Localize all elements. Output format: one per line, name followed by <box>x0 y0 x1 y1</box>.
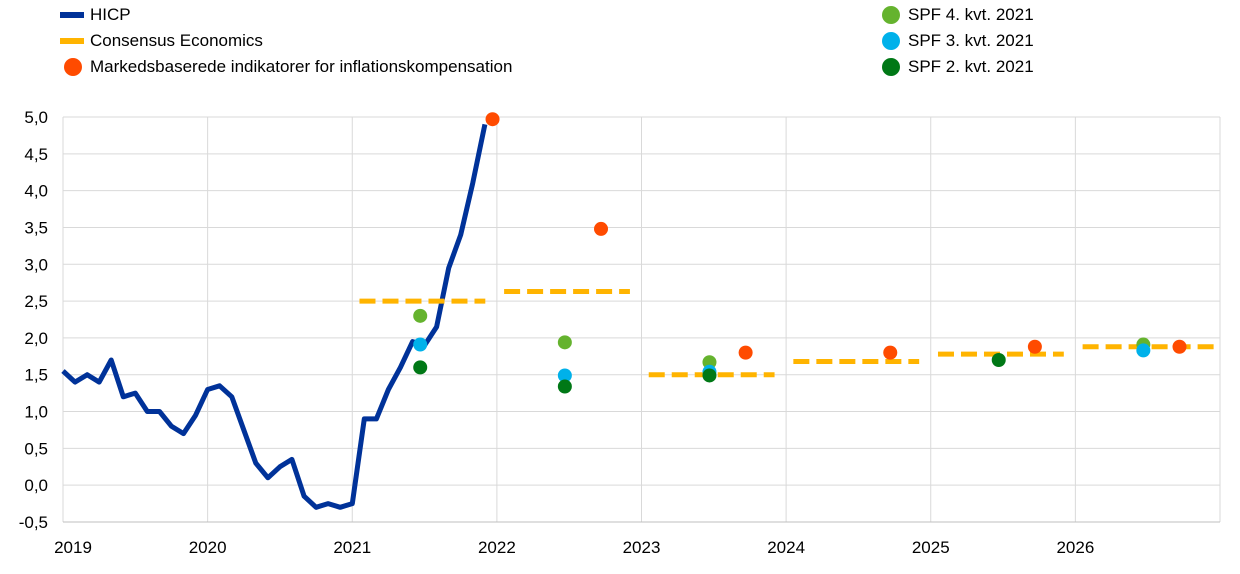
legend-right-item-2: SPF 2. kvt. 2021 <box>874 54 1034 80</box>
y-tick-label: 5,0 <box>24 108 48 127</box>
x-tick-label: 2024 <box>767 538 805 557</box>
y-tick-label: 1,5 <box>24 366 48 385</box>
legend-right-item-1: SPF 3. kvt. 2021 <box>874 28 1034 54</box>
legend-label: SPF 3. kvt. 2021 <box>908 31 1034 50</box>
line-swatch-icon <box>56 2 90 28</box>
legend-label: SPF 2. kvt. 2021 <box>908 57 1034 76</box>
x-tick-label: 2020 <box>189 538 227 557</box>
data-point <box>702 355 717 370</box>
legend-label: HICP <box>90 5 131 24</box>
y-tick-label: 3,0 <box>24 255 48 274</box>
y-tick-label: 3,5 <box>24 218 48 237</box>
legend-right: SPF 4. kvt. 2021 SPF 3. kvt. 2021 SPF 2. k… <box>874 2 1034 80</box>
data-point <box>413 337 428 352</box>
y-tick-label: 4,5 <box>24 145 48 164</box>
y-tick-label: 4,0 <box>24 182 48 201</box>
line-swatch-icon <box>56 28 90 54</box>
data-point <box>413 360 428 375</box>
data-point <box>883 345 898 360</box>
data-point <box>738 345 753 360</box>
legend-left-item-1: Consensus Economics <box>56 28 512 54</box>
x-tick-label: 2019 <box>54 538 92 557</box>
data-point <box>557 368 572 383</box>
marker-dot-icon <box>874 2 908 28</box>
y-tick-label: 1,0 <box>24 403 48 422</box>
y-tick-label: 2,0 <box>24 329 48 348</box>
y-tick-label: 0,5 <box>24 439 48 458</box>
legend-label: Markedsbaserede indikatorer for inflatio… <box>90 57 513 76</box>
marker-dot-icon <box>56 54 90 80</box>
x-tick-label: 2026 <box>1056 538 1094 557</box>
data-point <box>557 379 572 394</box>
data-point <box>991 353 1006 367</box>
legend-left-item-2: Markedsbaserede indikatorer for inflatio… <box>56 54 512 80</box>
data-point <box>1172 339 1187 354</box>
marker-dot-icon <box>874 28 908 54</box>
y-tick-label: -0,5 <box>19 513 48 532</box>
data-point <box>557 335 572 350</box>
legend-label: Consensus Economics <box>90 31 263 50</box>
marker-dot-icon <box>874 54 908 80</box>
y-tick-label: 0,0 <box>24 476 48 495</box>
legend-right-item-0: SPF 4. kvt. 2021 <box>874 2 1034 28</box>
x-tick-label: 2022 <box>478 538 516 557</box>
data-point <box>1136 343 1151 358</box>
data-point <box>594 221 609 236</box>
y-tick-label: 2,5 <box>24 292 48 311</box>
data-point <box>702 368 717 383</box>
x-tick-label: 2021 <box>333 538 371 557</box>
x-tick-label: 2025 <box>912 538 950 557</box>
legend-left: HICP Consensus Economics Markedsbaserede i… <box>56 2 512 80</box>
data-point <box>1027 339 1042 354</box>
data-point <box>413 308 428 323</box>
legend-label: SPF 4. kvt. 2021 <box>908 5 1034 24</box>
x-tick-label: 2023 <box>623 538 661 557</box>
legend-left-item-0: HICP <box>56 2 512 28</box>
data-point <box>485 112 500 127</box>
